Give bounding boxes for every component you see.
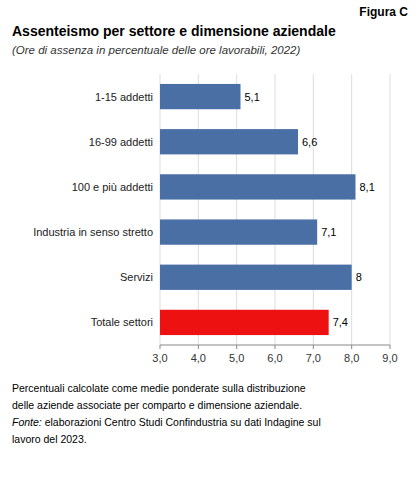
grid-line [275,74,276,345]
data-label: 5,1 [245,91,260,103]
grid-line [198,74,199,345]
tick-mark [390,345,391,349]
footnote: delle aziende associate per comparto e d… [12,399,302,411]
tick-label: 5,0 [229,352,244,364]
tick-mark [160,345,161,349]
category-label: Industria in senso stretto [33,226,153,238]
data-label: 6,6 [302,136,317,148]
data-label: 7,1 [321,226,336,238]
grid-line [160,74,161,345]
bar [160,84,241,109]
labels: 1-15 addetti 5,1 16-99 addetti 6,6 100 e più… [33,91,375,329]
tick-mark [313,345,314,349]
tick-mark [351,345,352,349]
bar [160,219,317,244]
category-label: 1-15 addetti [95,91,153,103]
tick-label: 3,0 [152,352,167,364]
footnote: Percentuali calcolate come medie pondera… [12,382,306,394]
grid-line [390,74,391,345]
chart: Figura C Assenteismo per settore e dimens… [0,0,420,501]
data-label: 8,1 [360,181,375,193]
subtitle: (Ore di assenza in percentuale delle ore… [12,44,300,56]
tick-label: 9,0 [382,352,397,364]
data-label: 8 [356,271,362,283]
bar [160,265,352,290]
bar [160,310,329,335]
category-label: 100 e più addetti [72,181,153,193]
bar [160,174,356,199]
data-label: 7,4 [333,316,348,328]
grid-line [313,74,314,345]
title: Assenteismo per settore e dimensione azi… [12,23,336,39]
tick-label: 6,0 [267,352,282,364]
tick-label: 7,0 [306,352,321,364]
tick-mark [198,345,199,349]
tick-mark [236,345,237,349]
category-label: Servizi [120,271,153,283]
grid-line [236,74,237,345]
tick-label: 4,0 [191,352,206,364]
tick-mark [275,345,276,349]
bar [160,129,298,154]
grid [160,74,390,345]
footnote: Fonte: elaborazioni Centro Studi Confind… [12,416,321,428]
footnote-part: elaborazioni Centro Studi Confindustria … [42,416,321,428]
footnote: lavoro del 2023. [12,433,87,445]
category-label: 16-99 addetti [89,136,153,148]
tick-label: 8,0 [344,352,359,364]
figure-label: Figura C [359,5,408,19]
category-label: Totale settori [91,316,153,328]
bars [160,84,356,335]
footnote-part: Fonte: [12,416,42,428]
x-axis-line [160,345,390,346]
grid-line [351,74,352,345]
